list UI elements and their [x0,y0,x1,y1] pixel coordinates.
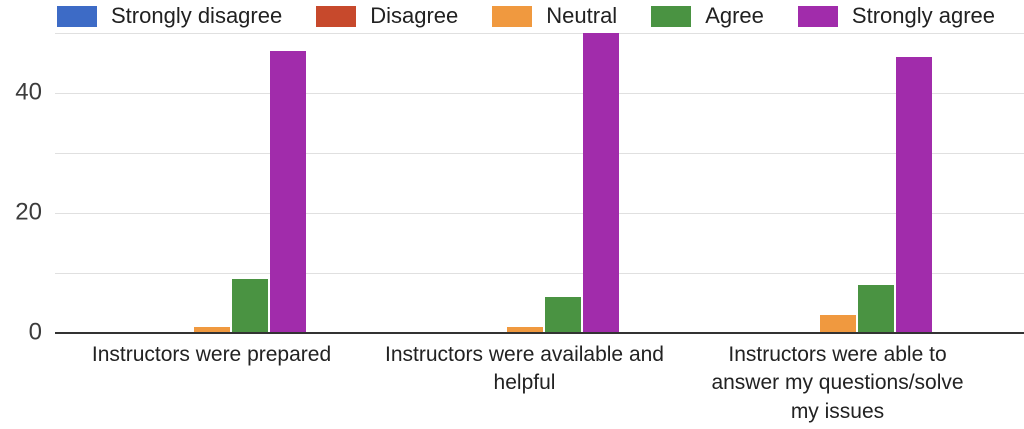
y-tick-label: 0 [28,318,42,346]
gridline-10 [55,273,1024,274]
bar-group-1 [55,33,368,333]
legend: Strongly disagree Disagree Neutral Agree Str… [57,3,995,29]
bar-agree[interactable] [857,285,894,333]
legend-item-agree: Agree [651,3,764,29]
legend-label: Strongly agree [851,3,995,28]
bar-neutral[interactable] [193,327,230,333]
legend-item-strongly-agree: Strongly agree [797,3,995,29]
gridline-50 [55,33,1024,34]
x-axis-line [55,332,1024,334]
bar-group-2 [368,33,681,333]
legend-swatch-icon [651,5,692,27]
plot-area [55,33,1024,334]
legend-item-neutral: Neutral [492,3,617,29]
legend-label: Agree [705,3,764,28]
category-label: Instructors were available and helpful [385,343,664,395]
bar-agree[interactable] [544,297,581,333]
bar-neutral[interactable] [819,315,856,333]
legend-swatch-icon [797,5,838,27]
category-label: Instructors were able to answer my quest… [711,343,964,423]
legend-item-disagree: Disagree [316,3,458,29]
gridline-20 [55,213,1024,214]
bar-strongly-agree[interactable] [895,57,932,333]
bar-agree[interactable] [231,279,268,333]
legend-swatch-icon [316,5,357,27]
legend-swatch-icon [57,5,97,27]
legend-label: Strongly disagree [111,3,283,28]
legend-label: Neutral [546,3,618,28]
bar-strongly-agree[interactable] [582,33,619,333]
category-label: Instructors were prepared [91,343,332,366]
gridline-30 [55,153,1024,154]
legend-swatch-icon [492,5,533,27]
y-tick-label: 20 [15,198,42,226]
legend-item-strongly-disagree: Strongly disagree [57,3,282,29]
y-tick-label: 40 [15,78,42,106]
bar-neutral[interactable] [506,327,543,333]
bar-group-3 [681,33,994,333]
bar-strongly-agree[interactable] [269,51,306,333]
x-axis-labels: Instructors were prepared Instructors wer… [55,341,994,426]
gridline-40 [55,93,1024,94]
legend-label: Disagree [370,3,459,28]
bar-groups [55,33,994,333]
